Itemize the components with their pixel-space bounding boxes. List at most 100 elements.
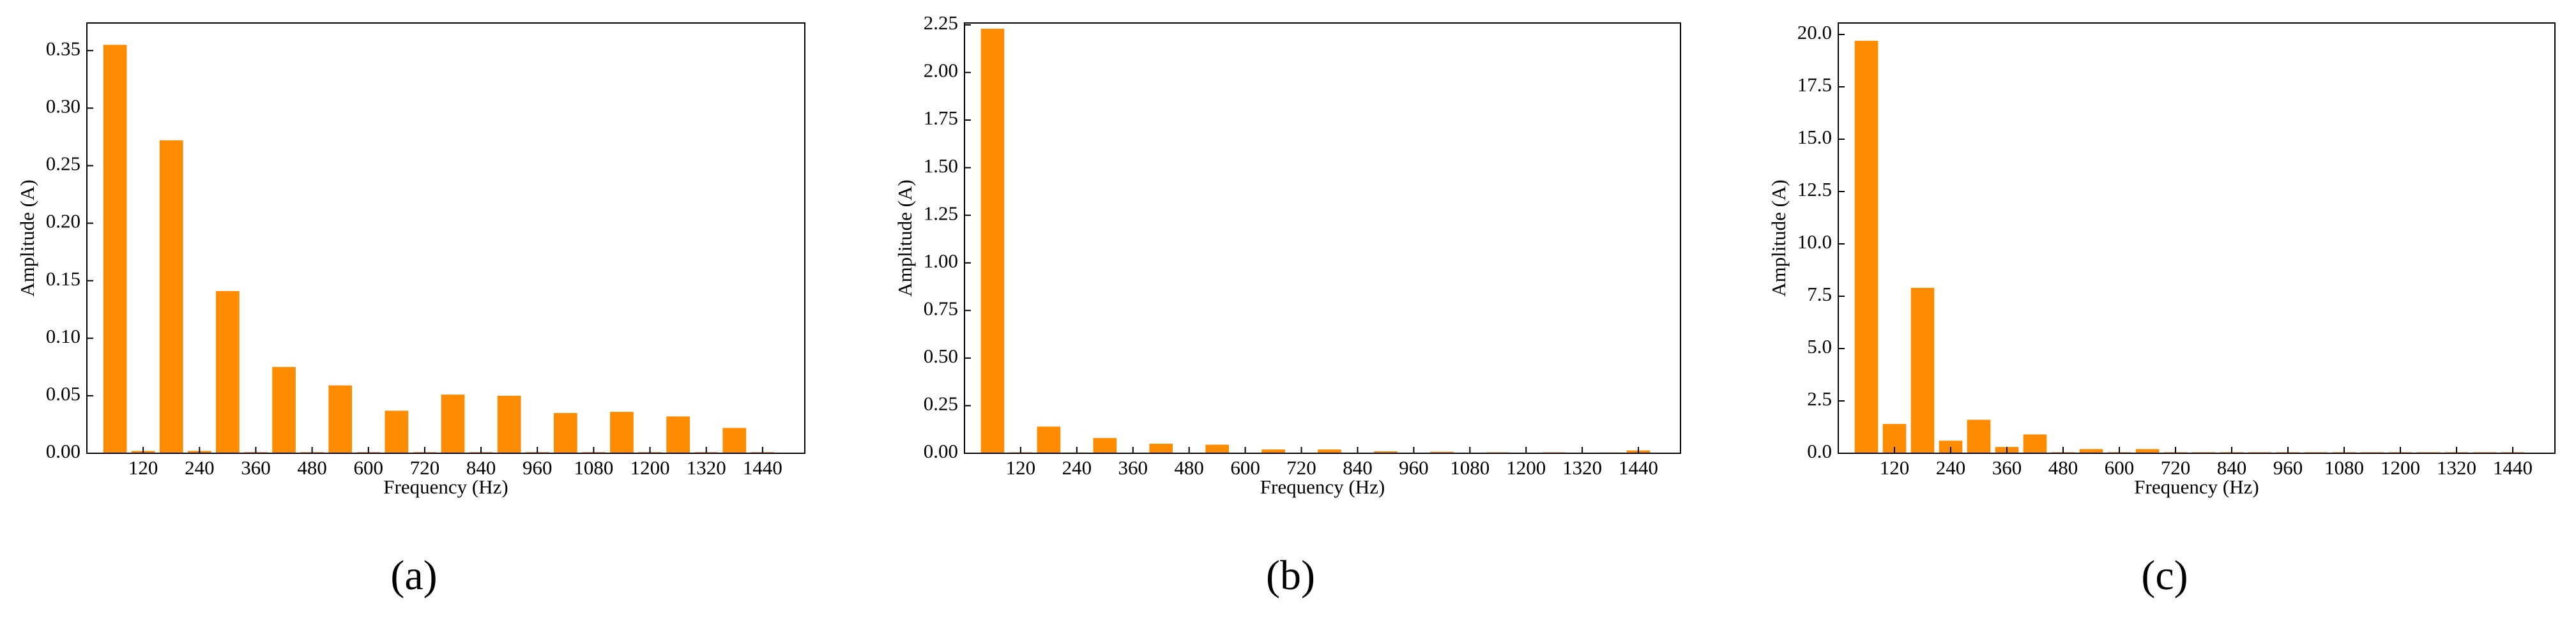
x-tick-label: 600 bbox=[1230, 456, 1260, 479]
y-tick-label: 2.5 bbox=[1807, 388, 1832, 410]
bar bbox=[2079, 449, 2103, 453]
bar bbox=[1430, 451, 1454, 453]
y-tick-label: 12.5 bbox=[1797, 178, 1832, 200]
axes-frame bbox=[1838, 22, 2556, 454]
x-tick-label: 1320 bbox=[687, 456, 726, 479]
y-tick-label: 2.00 bbox=[924, 59, 958, 82]
bar bbox=[2135, 449, 2160, 453]
y-tick-label: 0.15 bbox=[46, 267, 80, 290]
y-tick-label: 0.10 bbox=[46, 325, 80, 347]
y-tick-label: 0.00 bbox=[924, 440, 958, 462]
x-tick-label: 120 bbox=[1006, 456, 1036, 479]
x-axis-label: Frequency (Hz) bbox=[2134, 476, 2259, 498]
y-tick-label: 0.35 bbox=[46, 37, 80, 59]
bar bbox=[2023, 434, 2047, 453]
x-tick-label: 120 bbox=[128, 456, 158, 479]
bar bbox=[159, 140, 183, 453]
axes-frame bbox=[86, 22, 805, 454]
x-axis-label: Frequency (Hz) bbox=[1260, 476, 1385, 498]
x-tick-label: 360 bbox=[241, 456, 271, 479]
x-tick-label: 240 bbox=[1062, 456, 1092, 479]
bar bbox=[1261, 449, 1285, 453]
x-tick-label: 840 bbox=[466, 456, 496, 479]
y-tick-label: 0.25 bbox=[924, 393, 958, 415]
y-axis-label: Amplitude (A) bbox=[16, 179, 38, 296]
bar bbox=[328, 385, 353, 453]
y-tick-label: 0.00 bbox=[46, 440, 80, 462]
y-tick-label: 0.75 bbox=[924, 297, 958, 319]
x-tick-label: 240 bbox=[185, 456, 215, 479]
x-tick-label: 1200 bbox=[630, 456, 670, 479]
x-tick-label: 1320 bbox=[1562, 456, 1602, 479]
x-tick-label: 720 bbox=[1286, 456, 1316, 479]
y-tick-label: 0.0 bbox=[1807, 440, 1832, 462]
bar bbox=[1967, 419, 1991, 453]
panel-caption: (b) bbox=[1266, 552, 1315, 599]
x-tick-label: 1080 bbox=[2324, 456, 2364, 479]
bar bbox=[1149, 444, 1173, 453]
y-tick-label: 1.75 bbox=[924, 107, 958, 129]
x-tick-label: 240 bbox=[1936, 456, 1966, 479]
bar bbox=[1318, 449, 1341, 453]
x-tick-label: 720 bbox=[410, 456, 440, 479]
x-tick-label: 1080 bbox=[574, 456, 613, 479]
x-tick-label: 840 bbox=[1343, 456, 1373, 479]
x-tick-label: 1440 bbox=[743, 456, 782, 479]
y-tick-label: 17.5 bbox=[1797, 73, 1832, 96]
x-tick-label: 360 bbox=[1992, 456, 2022, 479]
y-tick-label: 0.05 bbox=[46, 382, 80, 405]
bar bbox=[385, 410, 409, 453]
y-tick-label: 5.0 bbox=[1807, 335, 1832, 358]
y-tick-label: 1.00 bbox=[924, 250, 958, 272]
bar bbox=[216, 290, 240, 453]
x-tick-label: 120 bbox=[1880, 456, 1910, 479]
bar bbox=[980, 28, 1005, 454]
x-tick-label: 480 bbox=[1174, 456, 1204, 479]
bar bbox=[1374, 451, 1398, 453]
bar bbox=[610, 412, 634, 453]
y-tick-label: 1.25 bbox=[924, 202, 958, 224]
bar bbox=[722, 428, 747, 453]
y-tick-label: 1.50 bbox=[924, 154, 958, 177]
y-tick-label: 0.30 bbox=[46, 94, 80, 117]
axes-frame bbox=[964, 22, 1681, 454]
bar bbox=[1093, 438, 1117, 453]
x-tick-label: 960 bbox=[2273, 456, 2303, 479]
bar bbox=[103, 45, 127, 453]
panel-caption: (a) bbox=[390, 552, 437, 599]
x-tick-label: 1200 bbox=[1506, 456, 1546, 479]
x-tick-label: 960 bbox=[522, 456, 553, 479]
y-tick-label: 0.20 bbox=[46, 210, 80, 232]
x-tick-label: 720 bbox=[2161, 456, 2191, 479]
y-tick-label: 0.50 bbox=[924, 345, 958, 367]
y-tick-label: 7.5 bbox=[1807, 283, 1832, 305]
x-tick-label: 600 bbox=[2105, 456, 2135, 479]
x-tick-label: 600 bbox=[354, 456, 384, 479]
x-tick-label: 1440 bbox=[2493, 456, 2533, 479]
x-tick-label: 1200 bbox=[2381, 456, 2420, 479]
y-tick-label: 10.0 bbox=[1797, 230, 1832, 253]
bar bbox=[1910, 287, 1935, 453]
y-axis-label: Amplitude (A) bbox=[1767, 179, 1790, 296]
y-axis-label: Amplitude (A) bbox=[894, 179, 916, 296]
x-tick-label: 1320 bbox=[2437, 456, 2476, 479]
x-tick-label: 1080 bbox=[1450, 456, 1490, 479]
y-tick-label: 0.25 bbox=[46, 153, 80, 175]
x-axis-label: Frequency (Hz) bbox=[383, 476, 508, 498]
x-tick-label: 360 bbox=[1118, 456, 1148, 479]
bar bbox=[553, 412, 577, 453]
bar bbox=[497, 395, 521, 453]
bar bbox=[1037, 426, 1061, 453]
bar bbox=[1854, 40, 1879, 453]
x-tick-label: 840 bbox=[2217, 456, 2247, 479]
x-tick-label: 1440 bbox=[1619, 456, 1658, 479]
x-tick-label: 960 bbox=[1399, 456, 1429, 479]
panel-caption: (c) bbox=[2141, 552, 2188, 599]
y-tick-label: 20.0 bbox=[1797, 21, 1832, 43]
bar bbox=[441, 395, 465, 453]
x-tick-label: 480 bbox=[297, 456, 327, 479]
y-tick-label: 15.0 bbox=[1797, 126, 1832, 148]
y-tick-label: 2.25 bbox=[924, 11, 958, 34]
bar bbox=[1205, 444, 1229, 453]
